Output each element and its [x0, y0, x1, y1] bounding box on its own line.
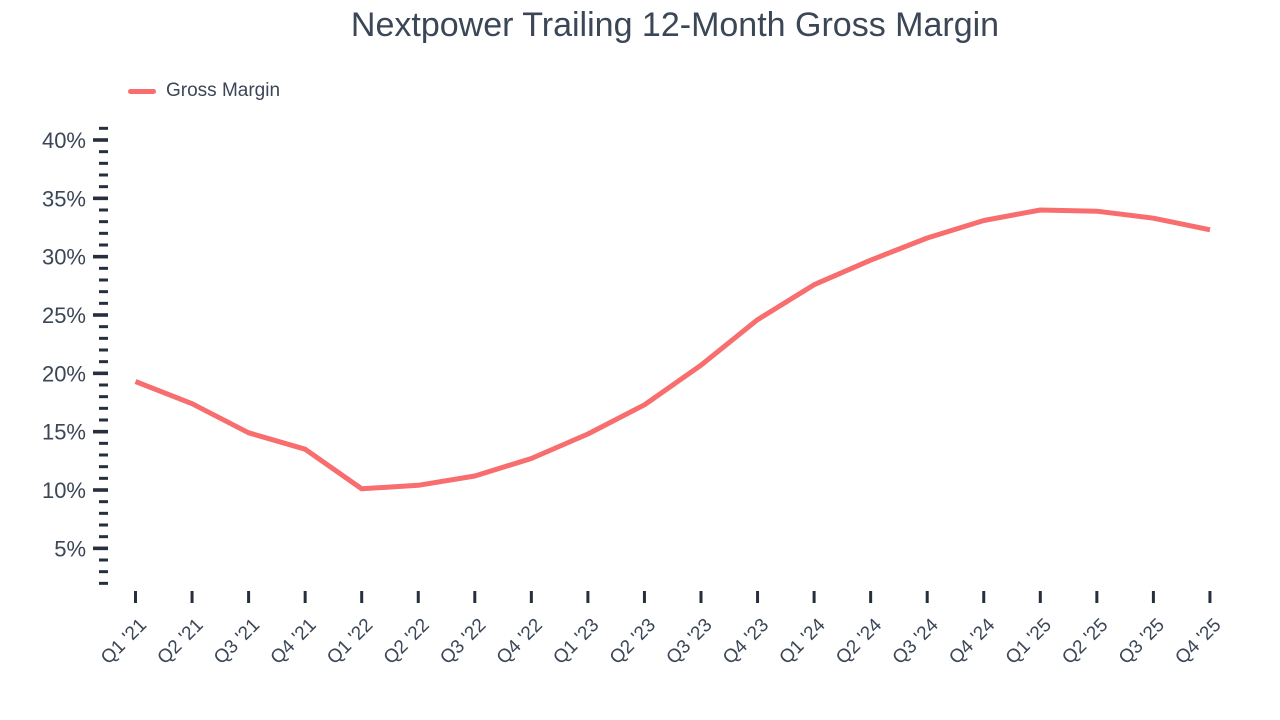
x-axis-label: Q3 '24 [889, 614, 943, 668]
x-axis-label: Q1 '25 [1002, 615, 1056, 669]
x-axis-label: Q3 '21 [210, 615, 264, 669]
legend-series-label: Gross Margin [166, 80, 281, 101]
y-axis-label: 25% [42, 303, 86, 328]
x-axis-label: Q1 '22 [323, 615, 377, 669]
x-axis-label: Q3 '23 [663, 615, 717, 669]
x-axis-label: Q4 '25 [1171, 615, 1225, 669]
y-axis-label: 15% [42, 420, 86, 445]
y-axis-label: 40% [42, 128, 86, 153]
y-axis-label: 35% [42, 186, 86, 211]
x-axis-label: Q1 '24 [776, 614, 830, 668]
chart-title: Nextpower Trailing 12-Month Gross Margin [350, 6, 1000, 44]
y-axis-label: 30% [42, 245, 86, 270]
y-axis-label: 5% [54, 536, 86, 561]
y-axis-label: 10% [42, 478, 86, 503]
x-axis-label: Q2 '25 [1058, 615, 1112, 669]
x-axis-label: Q4 '22 [493, 615, 547, 669]
y-axis-label: 20% [42, 361, 86, 386]
x-axis-label: Q2 '23 [606, 615, 660, 669]
x-axis-label: Q4 '23 [719, 615, 773, 669]
gross-margin-line [134, 207, 1211, 492]
legend: Gross Margin [128, 80, 280, 102]
x-axis-label: Q2 '22 [380, 615, 434, 669]
legend-line-swatch-icon [128, 88, 156, 94]
x-axis-label: Q3 '22 [436, 615, 490, 669]
x-axis-label: Q3 '25 [1115, 615, 1169, 669]
x-axis-label: Q4 '21 [267, 615, 321, 669]
x-axis-label: Q2 '21 [154, 615, 208, 669]
x-axis-label: Q1 '21 [97, 615, 151, 669]
x-axis-label: Q1 '23 [549, 615, 603, 669]
x-axis-label: Q2 '24 [832, 614, 886, 668]
x-axis-label: Q4 '24 [945, 614, 999, 668]
